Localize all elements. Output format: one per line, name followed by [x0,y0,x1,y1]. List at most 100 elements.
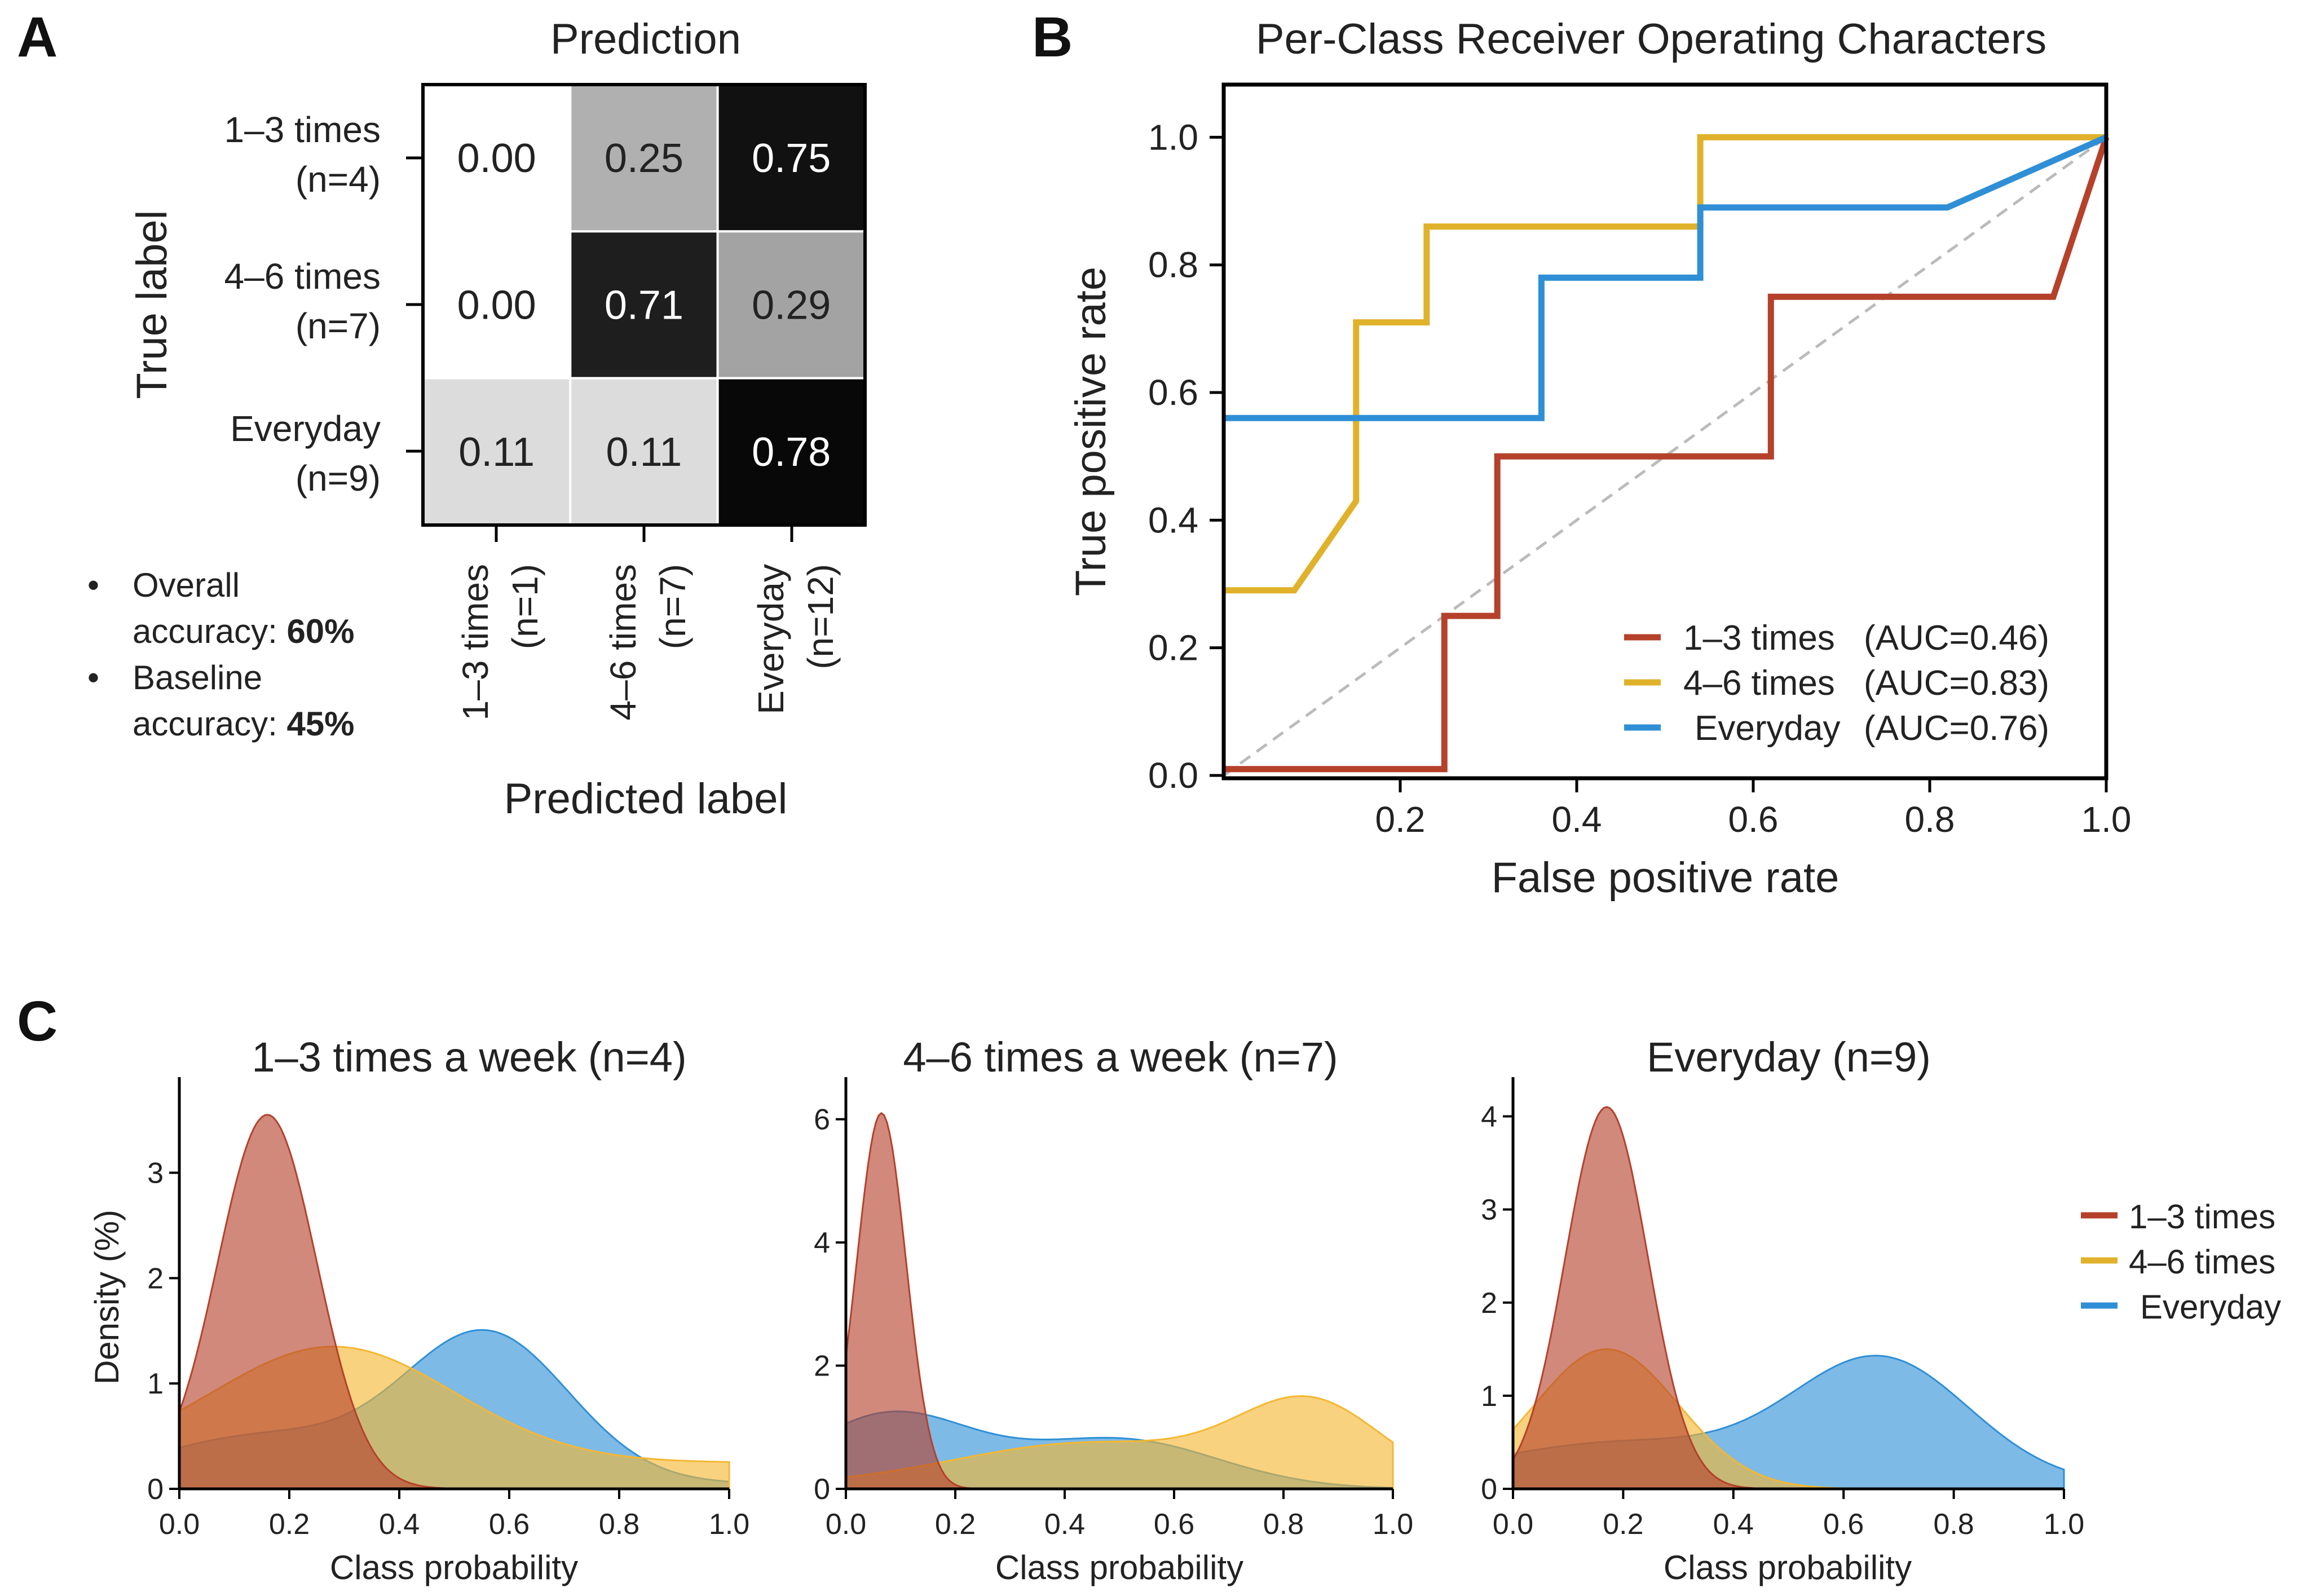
x-tick-label: 0.4 [379,1508,420,1541]
legend-name: 1–3 times [1683,619,1835,658]
legend-name: 4–6 times [1683,664,1835,703]
roc-series [1224,134,2110,773]
roc-xlabel: False positive rate [1492,854,1840,902]
y-tick-label: 2 [147,1262,164,1295]
legend-label: 1–3 times [2129,1198,2275,1236]
y-tick-label: 0.6 [1148,372,1198,413]
y-tick-label: 0 [814,1473,830,1506]
heatmap-cell-value: 0.29 [752,283,831,328]
heatmap-cells: 0.00 0.25 0.75 0.00 0.71 0.29 0.11 0.11 0.78 [422,83,866,526]
panel-letter-c: C [17,990,58,1053]
y-tick-label: 2 [1481,1287,1497,1320]
density-xlabel: Class probability [330,1549,578,1586]
baseline-accuracy: accuracy: 45% [133,705,355,743]
col-n: (n=1) [505,564,545,649]
row-n: (n=4) [295,159,381,200]
y-tick-label: 0.0 [1148,755,1198,796]
y-tick-label: 0.4 [1148,500,1198,540]
y-tick-label: 1 [147,1368,164,1400]
row-n: (n=7) [295,306,381,346]
col-label: Everyday [751,564,791,715]
y-tick-label: 0.8 [1148,245,1198,285]
heatmap-cell-value: 0.11 [458,430,535,475]
y-tick-label: 4 [814,1227,830,1259]
legend-label: 4–6 times [2129,1243,2275,1281]
row-label: 4–6 times [224,256,381,297]
y-tick-label: 3 [1481,1194,1497,1227]
density-plot-1-3-times: 0 1 2 3 0.0 0.2 0.4 0.6 0.8 1.0 [147,1077,749,1541]
heatmap-xlabel: Predicted label [504,775,788,823]
legend-auc: (AUC=0.76) [1864,709,2049,748]
x-tick-label: 0.2 [935,1508,976,1541]
confusion-matrix: Prediction 0.00 0.25 0.750.00 0.71 0.290.11 0… [87,15,867,823]
x-tick-label: 0.2 [1603,1508,1643,1541]
heatmap-ylabel: True label [128,210,176,399]
density-xlabel: Class probability [995,1549,1243,1586]
col-label: 4–6 times [603,564,643,720]
y-tick-label: 2 [814,1350,830,1383]
x-tick-label: 0.6 [1154,1508,1194,1541]
y-tick-label: 4 [1481,1101,1497,1134]
x-tick-label: 0.8 [1933,1508,1974,1541]
x-tick-label: 0.4 [1044,1508,1085,1541]
roc-ylabel: True positive rate [1067,267,1115,596]
roc-frame [1221,82,2108,781]
density-plot-4-6-times: 0 2 4 6 0.0 0.2 0.4 0.6 0.8 1.0 [814,1077,1413,1541]
baseline-accuracy-value: 45% [286,705,354,743]
col-n: (n=7) [652,564,693,649]
x-tick-label: 0.6 [1728,799,1779,840]
heatmap-cell-value: 0.00 [457,136,536,181]
y-tick-label: 0 [147,1473,164,1506]
legend-name: Everyday [1695,709,1840,748]
y-tick-label: 0 [1481,1473,1497,1506]
heatmap-cell-value: 0.11 [606,430,682,475]
y-tick-label: 3 [147,1157,164,1189]
x-tick-label: 0.6 [1823,1508,1864,1541]
col-n: (n=12) [800,564,841,669]
row-n: (n=9) [295,458,381,499]
baseline-label: Baseline [133,659,262,696]
roc-legend: 1–3 times (AUC=0.46) 4–6 times (AUC=0.83… [1624,619,2049,748]
heatmap-cell [422,230,572,380]
x-tick-label: 0.4 [1713,1508,1754,1541]
roc-x-ticks: 0.2 0.4 0.6 0.8 1.0 [1375,778,2132,840]
heatmap-cell [569,83,719,233]
density-plot-everyday: 0 1 2 3 4 0.0 0.2 0.4 0.6 0.8 1.0 [1481,1077,2084,1541]
heatmap-cell-value: 0.75 [752,136,831,181]
x-tick-label: 0.2 [269,1508,310,1541]
y-tick-label: 1.0 [1148,117,1198,157]
x-tick-label: 0.8 [1263,1508,1304,1541]
x-tick-label: 1.0 [2081,799,2132,840]
density-legend: 1–3 times 4–6 times Everyday [2081,1198,2281,1326]
density-title: 4–6 times a week (n=7) [903,1034,1338,1081]
heatmap-cell [422,83,572,233]
x-tick-label: 0.4 [1552,799,1602,840]
panel-letter-a: A [17,6,58,69]
x-tick-label: 1.0 [1373,1508,1413,1541]
x-tick-label: 0.8 [599,1508,639,1541]
density-ylabel: Density (%) [88,1210,126,1385]
density-title: Everyday (n=9) [1647,1034,1931,1081]
x-tick-label: 0.0 [826,1508,866,1541]
heatmap-cell-value: 0.78 [752,430,831,475]
overall-accuracy: accuracy: 60% [133,612,355,650]
x-tick-label: 0.0 [159,1508,200,1541]
overall-label: Overall [133,566,240,604]
heatmap-cell-value: 0.00 [457,283,536,328]
roc-title: Per-Class Receiver Operating Characters [1256,15,2046,63]
y-tick-label: 1 [1481,1380,1497,1413]
roc-chart: Per-Class Receiver Operating Characters … [1067,15,2131,902]
legend-label: Everyday [2140,1288,2281,1326]
bullet: • [87,566,99,604]
overall-accuracy-value: 60% [286,612,354,650]
heatmap-cell-value: 0.71 [605,283,683,328]
heatmap-cell-value: 0.25 [605,136,683,181]
heatmap-cell [716,230,866,380]
roc-line [1224,134,2108,421]
x-tick-label: 0.0 [1493,1508,1533,1541]
col-label: 1–3 times [455,564,496,720]
y-tick-label: 6 [814,1104,830,1136]
y-tick-label: 0.2 [1148,628,1198,668]
